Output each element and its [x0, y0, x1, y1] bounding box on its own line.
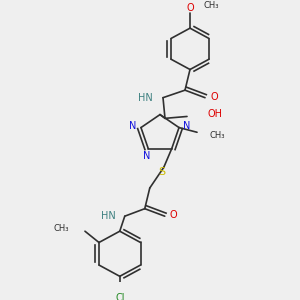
Text: O: O — [170, 210, 178, 220]
Text: OH: OH — [207, 109, 222, 118]
Text: N: N — [183, 121, 191, 131]
Text: S: S — [158, 167, 165, 177]
Text: O: O — [210, 92, 218, 102]
Text: Cl: Cl — [115, 293, 124, 300]
Text: O: O — [186, 4, 194, 14]
Text: CH₃: CH₃ — [53, 224, 69, 233]
Text: HN: HN — [101, 211, 116, 221]
Text: N: N — [142, 151, 150, 161]
Text: CH₃: CH₃ — [209, 130, 224, 140]
Text: CH₃: CH₃ — [204, 1, 220, 10]
Text: HN: HN — [138, 93, 153, 103]
Text: N: N — [129, 121, 137, 131]
